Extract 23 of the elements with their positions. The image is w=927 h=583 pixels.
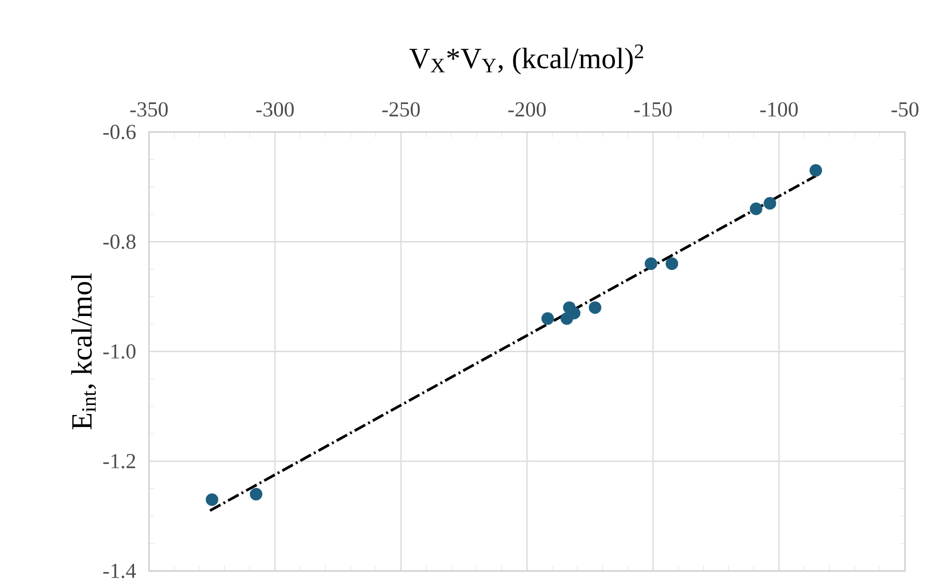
point <box>750 202 762 216</box>
y-axis-title: E$_{int}$, kcal/mol <box>71 273 96 430</box>
y-tick-label: -1.0 <box>103 344 136 359</box>
x-tick-label: -100 <box>760 102 798 117</box>
point <box>764 197 776 210</box>
x-tick-label: -50 <box>892 102 918 117</box>
point <box>588 302 602 314</box>
x-tick-label: -150 <box>634 102 672 117</box>
x-tick-label: -350 <box>130 102 168 117</box>
point <box>250 488 262 501</box>
x-tick-label: -300 <box>256 102 294 117</box>
point <box>644 258 658 270</box>
y-tick-label: -0.6 <box>103 124 136 140</box>
point <box>541 312 554 326</box>
y-tick-label: -1.2 <box>103 454 136 469</box>
x-tick-label: -250 <box>382 102 420 117</box>
point <box>206 494 218 506</box>
x-axis-title: V$_{X}$*V$_{Y}$, (kcal/mol)$^{2}$ <box>409 44 644 75</box>
x-tick-label: -200 <box>508 102 546 117</box>
point <box>666 258 678 270</box>
point <box>810 164 822 177</box>
y-tick-label: -1.4 <box>103 564 136 578</box>
y-tick-label: -0.8 <box>103 234 136 250</box>
